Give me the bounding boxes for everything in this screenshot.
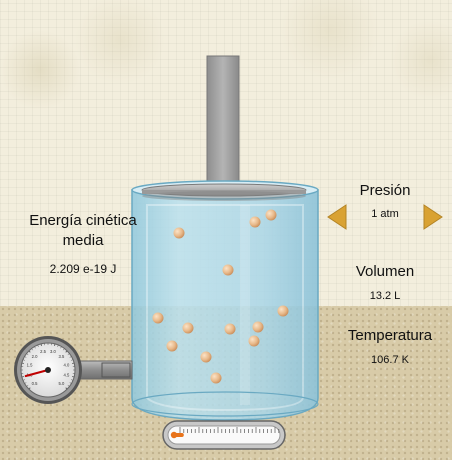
gauge-scale-label: 3.0: [50, 349, 56, 354]
thermometer-scale: [179, 427, 280, 433]
gauge-pivot: [45, 367, 51, 373]
gauge-tick: [28, 350, 31, 353]
gauge-tick: [69, 382, 72, 384]
left-triangle-icon: [327, 204, 347, 230]
gauge-needle: [24, 368, 50, 378]
gauge-tick: [63, 348, 65, 351]
gas-particle: [265, 209, 277, 221]
kinetic-energy-value: 2.209 e-19 J: [49, 262, 117, 276]
gauge-scale-label: 5.0: [58, 381, 64, 386]
gauge-tick: [67, 385, 70, 387]
gas-particle: [182, 322, 194, 334]
gas-particle: [200, 351, 212, 363]
kinetic-energy-label: Energía cinética media: [29, 212, 137, 249]
gas-particle: [222, 264, 234, 276]
pressure-increase-button[interactable]: [422, 204, 444, 230]
gas-particles: [152, 209, 289, 384]
gauge-tick: [37, 345, 39, 347]
gauge-tick: [26, 353, 29, 355]
gauge-tick: [65, 350, 68, 353]
gauge-tick: [31, 348, 33, 351]
right-triangle-icon: [423, 204, 443, 230]
gas-particle: [249, 216, 261, 228]
gauge-tick: [40, 343, 42, 347]
container-highlight: [240, 205, 250, 405]
gas-particle: [173, 227, 185, 239]
gauge-tick: [69, 356, 72, 358]
gauge-scale-label: 4.5: [63, 373, 69, 378]
gauge-tick: [21, 362, 25, 364]
gauge-tick: [23, 379, 25, 381]
gauge-tick: [28, 387, 31, 390]
piston-lid-edge: [142, 190, 306, 194]
container-bottom: [131, 391, 319, 417]
gauge-tick: [71, 359, 73, 361]
gauge-tick: [21, 376, 25, 378]
gas-particle: [252, 321, 264, 333]
pressure-label: Presión: [359, 182, 411, 199]
temperature-value: 106.7 K: [371, 354, 409, 366]
gas-particle: [152, 312, 164, 324]
volume-value: 13.2 L: [369, 290, 401, 302]
gauge-tick: [34, 346, 36, 349]
gauge-tick: [54, 343, 56, 347]
gauge-scale-label: 3.5: [58, 354, 64, 359]
gauge-valve: [101, 362, 131, 378]
gauge-tick: [23, 359, 25, 361]
gauge-tick: [57, 345, 59, 347]
gauge-scale-label: 2.5: [40, 349, 46, 354]
gauge-tick: [60, 346, 62, 349]
gauge-tick: [24, 382, 27, 384]
gauge-tick: [71, 379, 73, 381]
gas-particle: [224, 323, 236, 335]
gas-particle: [166, 340, 178, 352]
gauge-scale-label: 2.0: [32, 354, 38, 359]
gauge-tick: [65, 387, 68, 390]
gauge-scale-label: 1.5: [27, 363, 33, 368]
piston-lid-shadow: [142, 191, 306, 201]
piston-rod: [206, 55, 240, 190]
pressure-decrease-button[interactable]: [326, 204, 348, 230]
gas-particle: [210, 372, 222, 384]
container-body: [131, 189, 319, 421]
gauge-pipe: [79, 360, 133, 380]
thermometer: [162, 420, 286, 450]
container-inner-glass: [146, 204, 304, 412]
gauge-scale-label: 4.0: [63, 363, 69, 368]
gauge-scale-label: 0.5: [32, 381, 38, 386]
gauge-tick: [71, 362, 75, 364]
volume-label: Volumen: [355, 263, 415, 280]
thermometer-bulb: [170, 431, 178, 439]
temperature-label: Temperatura: [347, 327, 433, 344]
gauge-tick: [71, 376, 75, 378]
gas-particle: [277, 305, 289, 317]
pressure-value: 1 atm: [371, 208, 399, 220]
gas-particle: [248, 335, 260, 347]
gauge-tick: [26, 385, 29, 387]
gauge-tick: [67, 353, 70, 355]
pressure-gauge: 0.51.01.52.02.53.03.54.04.55.0: [14, 336, 82, 404]
gauge-tick: [24, 356, 27, 358]
